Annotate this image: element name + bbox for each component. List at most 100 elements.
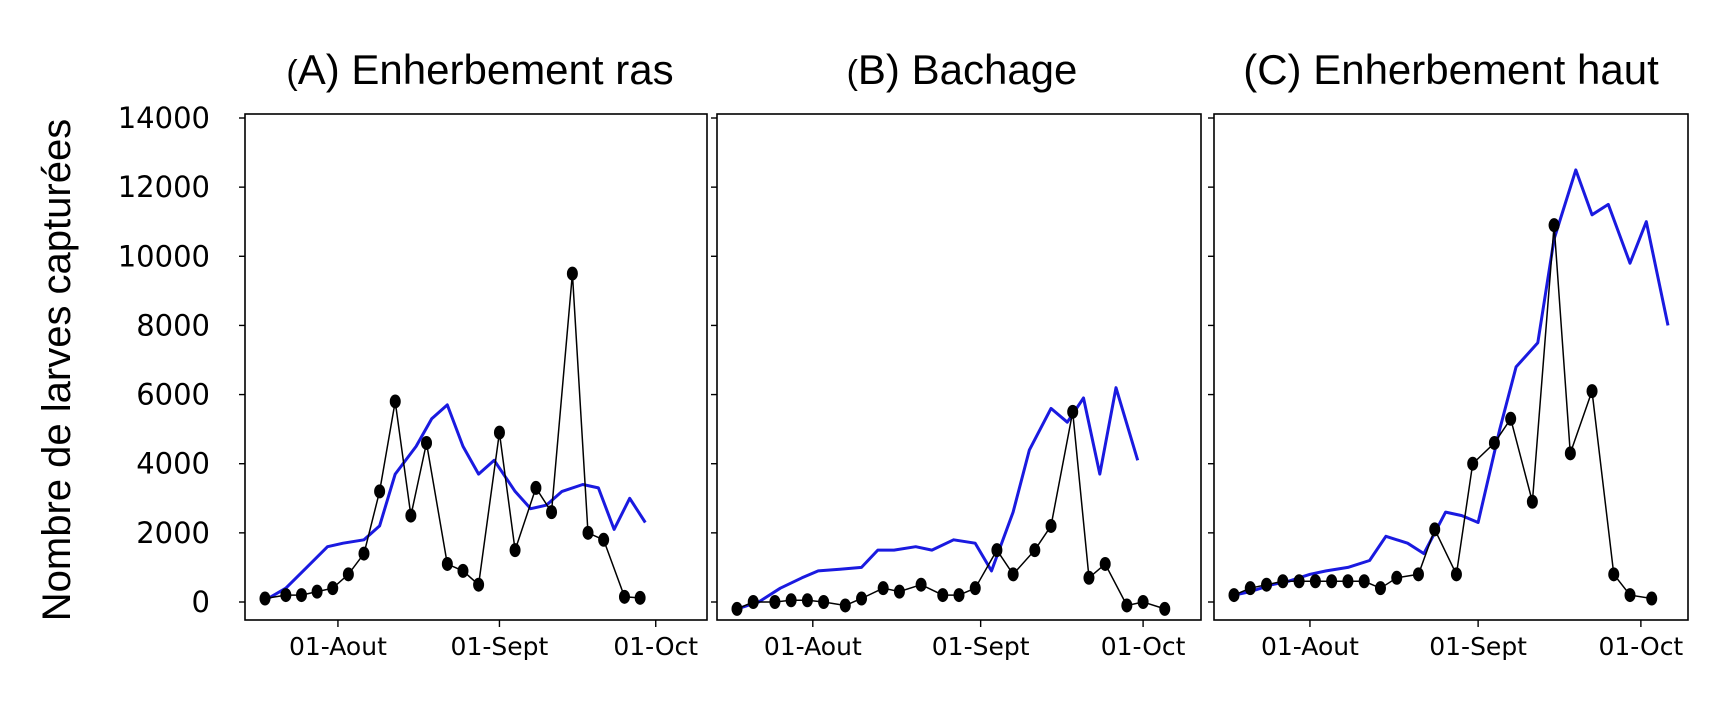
black-series-point [1029, 543, 1041, 558]
black-series-point [295, 588, 307, 603]
black-series-point [1646, 591, 1658, 606]
black-series-point [473, 577, 485, 592]
black-series-point [1293, 574, 1305, 589]
black-series-point [1358, 574, 1370, 589]
panel-title: (A) Enherbement ras [286, 46, 673, 93]
black-series-point [1067, 404, 1079, 419]
black-series-point [1450, 567, 1462, 582]
black-series-point [856, 591, 868, 606]
black-series-point [1342, 574, 1354, 589]
title-text: A) Enherbement ras [298, 46, 674, 93]
black-series-point [582, 525, 594, 540]
y-tick-label: 0 [192, 585, 210, 619]
y-tick-label: 8000 [136, 308, 210, 342]
panel-2: (B) Bachage 01-Aout 01-Sept 01-Oct [711, 46, 1202, 661]
black-series-point [1548, 218, 1560, 233]
black-series-point [1277, 574, 1289, 589]
black-series-point [530, 480, 542, 495]
black-series-point [405, 508, 417, 523]
black-series-point [327, 581, 339, 596]
black-series-point [1488, 435, 1500, 450]
x-tick-label: 01-Aout [289, 632, 387, 661]
plot-frame [716, 113, 1202, 621]
black-series-point [566, 266, 578, 281]
panel-1: (A) Enherbement ras 0 2000 4000 6000 8000 1000… [118, 46, 708, 661]
black-series-point [915, 577, 927, 592]
x-tick-label: 01-Oct [1101, 632, 1186, 661]
black-series-point [598, 532, 610, 547]
plot-frame [1213, 113, 1689, 621]
black-series-point [1261, 577, 1273, 592]
black-series-point [1467, 456, 1479, 471]
black-series-point [1099, 556, 1111, 571]
black-series-point [1412, 567, 1424, 582]
black-series-point [1505, 411, 1517, 426]
black-series-point [1083, 570, 1095, 585]
black-series-point [731, 601, 743, 616]
black-series-point [457, 563, 469, 578]
x-tick-label: 01-Oct [1598, 632, 1683, 661]
black-series-point [1309, 574, 1321, 589]
title-paren: ( [286, 54, 298, 92]
black-series-point [1137, 595, 1149, 609]
black-series-point [358, 546, 370, 561]
black-series-point [801, 593, 813, 608]
black-series-point [747, 595, 759, 609]
black-series-point [421, 435, 433, 450]
black-series-point [389, 394, 401, 409]
x-tick-label: 01-Sept [1429, 632, 1527, 661]
black-series-point [618, 589, 630, 604]
black-series-point [1526, 494, 1538, 509]
black-series-point [969, 581, 981, 596]
plot-frame [244, 113, 708, 621]
x-tick-label: 01-Aout [764, 632, 862, 661]
black-series-point [1007, 567, 1019, 582]
black-series-point [634, 590, 646, 605]
title-text: B) Bachage [858, 46, 1077, 93]
black-series-point [493, 425, 505, 440]
black-series-point [893, 584, 905, 599]
black-series-point [1121, 598, 1133, 613]
black-series-point [818, 595, 830, 609]
title-text: (C) Enherbement haut [1243, 46, 1659, 93]
blue-series-line [264, 403, 647, 602]
black-series-point [877, 581, 889, 596]
black-series-line [264, 273, 641, 600]
y-tick-label: 10000 [118, 239, 210, 273]
black-series-point [1608, 567, 1620, 582]
chart-panels: (A) Enherbement ras020004000600080001000… [118, 46, 1689, 661]
panel-title: (B) Bachage [847, 46, 1078, 93]
x-tick-label: 01-Aout [1261, 632, 1359, 661]
title-paren: ( [847, 54, 859, 92]
y-tick-label: 4000 [136, 447, 210, 481]
x-tick-label: 01-Oct [613, 632, 698, 661]
y-tick-label: 14000 [118, 101, 210, 135]
black-series-point [311, 584, 323, 599]
black-series-point [1045, 518, 1057, 533]
black-series-point [1586, 384, 1598, 399]
black-series-point [785, 593, 797, 608]
black-series-line [1233, 225, 1652, 600]
black-series-point [1326, 574, 1338, 589]
black-series-point [374, 484, 386, 499]
y-axis-label: Nombre de larves capturées [35, 119, 79, 621]
x-tick-label: 01-Sept [932, 632, 1030, 661]
black-series-point [1429, 522, 1441, 537]
black-series-point [769, 595, 781, 609]
blue-series-line [736, 386, 1140, 611]
black-series-point [1374, 581, 1386, 596]
x-tick-label: 01-Sept [451, 632, 549, 661]
black-series-point [1244, 581, 1256, 596]
y-tick-label: 2000 [136, 516, 210, 550]
black-series-point [839, 598, 851, 613]
black-series-point [259, 591, 271, 606]
panel-3: (C) Enherbement haut 01-Aout 01-Sept 01-Oct [1208, 46, 1689, 661]
black-series-point [342, 567, 354, 582]
black-series-point [953, 588, 965, 603]
black-series-point [1228, 588, 1240, 603]
y-tick-label: 6000 [136, 378, 210, 412]
black-series-point [1391, 570, 1403, 585]
y-tick-label: 12000 [118, 170, 210, 204]
blue-series-line [1233, 168, 1670, 597]
